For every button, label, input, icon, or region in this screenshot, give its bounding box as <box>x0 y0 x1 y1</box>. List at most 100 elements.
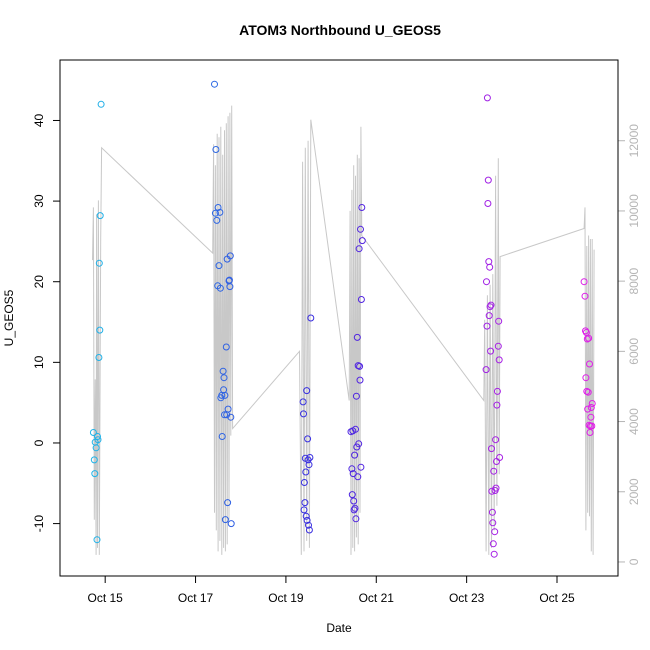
data-point <box>225 276 233 284</box>
data-point <box>357 225 364 233</box>
data-point <box>484 176 492 184</box>
data-point <box>300 479 308 486</box>
x-tick-label: Oct 25 <box>539 591 575 605</box>
data-point <box>489 540 497 548</box>
y2-tick-label: 0 <box>627 558 641 565</box>
data-point <box>300 410 307 418</box>
data-point <box>483 94 491 102</box>
data-point <box>357 463 365 471</box>
data-point <box>348 491 356 499</box>
data-point <box>353 333 361 341</box>
data-point <box>588 400 596 407</box>
data-point <box>222 343 230 351</box>
data-point <box>214 204 222 211</box>
y-tick-label: 30 <box>32 194 46 208</box>
data-point <box>351 451 359 459</box>
data-point <box>352 425 359 433</box>
points-layer <box>89 80 596 558</box>
y2-tick-label: 8000 <box>627 267 641 294</box>
data-point <box>350 497 358 505</box>
data-point <box>216 284 224 292</box>
data-point <box>355 440 363 448</box>
data-point <box>587 413 595 421</box>
data-point <box>354 362 362 370</box>
data-point <box>356 376 364 384</box>
data-point <box>487 301 495 309</box>
y2-tick-label: 2000 <box>627 478 641 505</box>
data-point <box>303 516 311 524</box>
data-point <box>358 237 366 245</box>
data-point <box>211 209 219 217</box>
data-point <box>586 360 593 368</box>
y2-tick-label: 6000 <box>627 338 641 365</box>
data-point <box>584 388 592 396</box>
data-point <box>587 404 595 411</box>
plot-frame <box>59 59 619 577</box>
data-point <box>218 433 226 440</box>
data-point <box>354 473 362 481</box>
data-point <box>483 322 491 330</box>
data-point <box>97 100 105 108</box>
data-point <box>306 454 314 461</box>
x-tick-label: Oct 23 <box>449 591 485 605</box>
data-point <box>490 550 498 558</box>
data-point <box>304 435 312 443</box>
data-point <box>348 465 356 473</box>
y-axis-label: U_GEOS5 <box>2 289 16 346</box>
data-point <box>494 342 502 350</box>
data-point <box>95 354 103 361</box>
data-point <box>302 468 310 476</box>
data-point <box>224 499 232 507</box>
data-point <box>226 283 234 291</box>
data-point <box>490 467 498 475</box>
data-point <box>485 312 493 320</box>
data-point <box>482 366 490 374</box>
data-point <box>486 263 494 271</box>
data-point <box>488 445 495 453</box>
y-tick-label: -10 <box>32 515 46 533</box>
data-point <box>216 208 224 216</box>
data-point <box>493 401 501 409</box>
data-point <box>484 200 492 207</box>
data-point <box>299 398 307 406</box>
data-point <box>586 429 594 436</box>
data-point <box>355 245 363 253</box>
data-point <box>221 411 228 419</box>
data-point <box>358 204 366 211</box>
data-point <box>584 405 592 413</box>
data-point <box>220 374 228 382</box>
data-point <box>221 516 229 524</box>
data-point <box>582 374 590 382</box>
data-point <box>352 515 360 523</box>
data-point <box>352 392 360 400</box>
chart-title: ATOM3 Northbound U_GEOS5 <box>239 22 441 38</box>
data-point <box>492 436 500 444</box>
data-point <box>96 212 104 220</box>
data-point <box>224 405 232 413</box>
data-point <box>90 456 98 464</box>
data-point <box>583 387 591 395</box>
y2-tick-label: 4000 <box>627 408 641 435</box>
data-point <box>91 470 99 478</box>
data-point <box>581 292 589 300</box>
data-point <box>227 413 235 421</box>
x-tick-label: Oct 15 <box>88 591 124 605</box>
data-point <box>219 367 227 375</box>
data-point <box>495 356 503 364</box>
data-point <box>301 499 309 507</box>
data-point <box>356 362 364 370</box>
data-point <box>489 519 497 527</box>
x-tick-label: Oct 17 <box>178 591 214 605</box>
y-tick-label: 0 <box>32 439 46 446</box>
x-tick-label: Oct 21 <box>359 591 395 605</box>
y2-tick-label: 12000 <box>627 124 641 158</box>
data-point <box>305 526 313 534</box>
y-tick-label: 10 <box>32 355 46 369</box>
data-point <box>89 429 97 436</box>
data-point <box>211 80 218 88</box>
data-point <box>588 422 596 430</box>
data-point <box>585 334 593 342</box>
data-point <box>491 528 499 536</box>
y-tick-label: 40 <box>32 113 46 127</box>
